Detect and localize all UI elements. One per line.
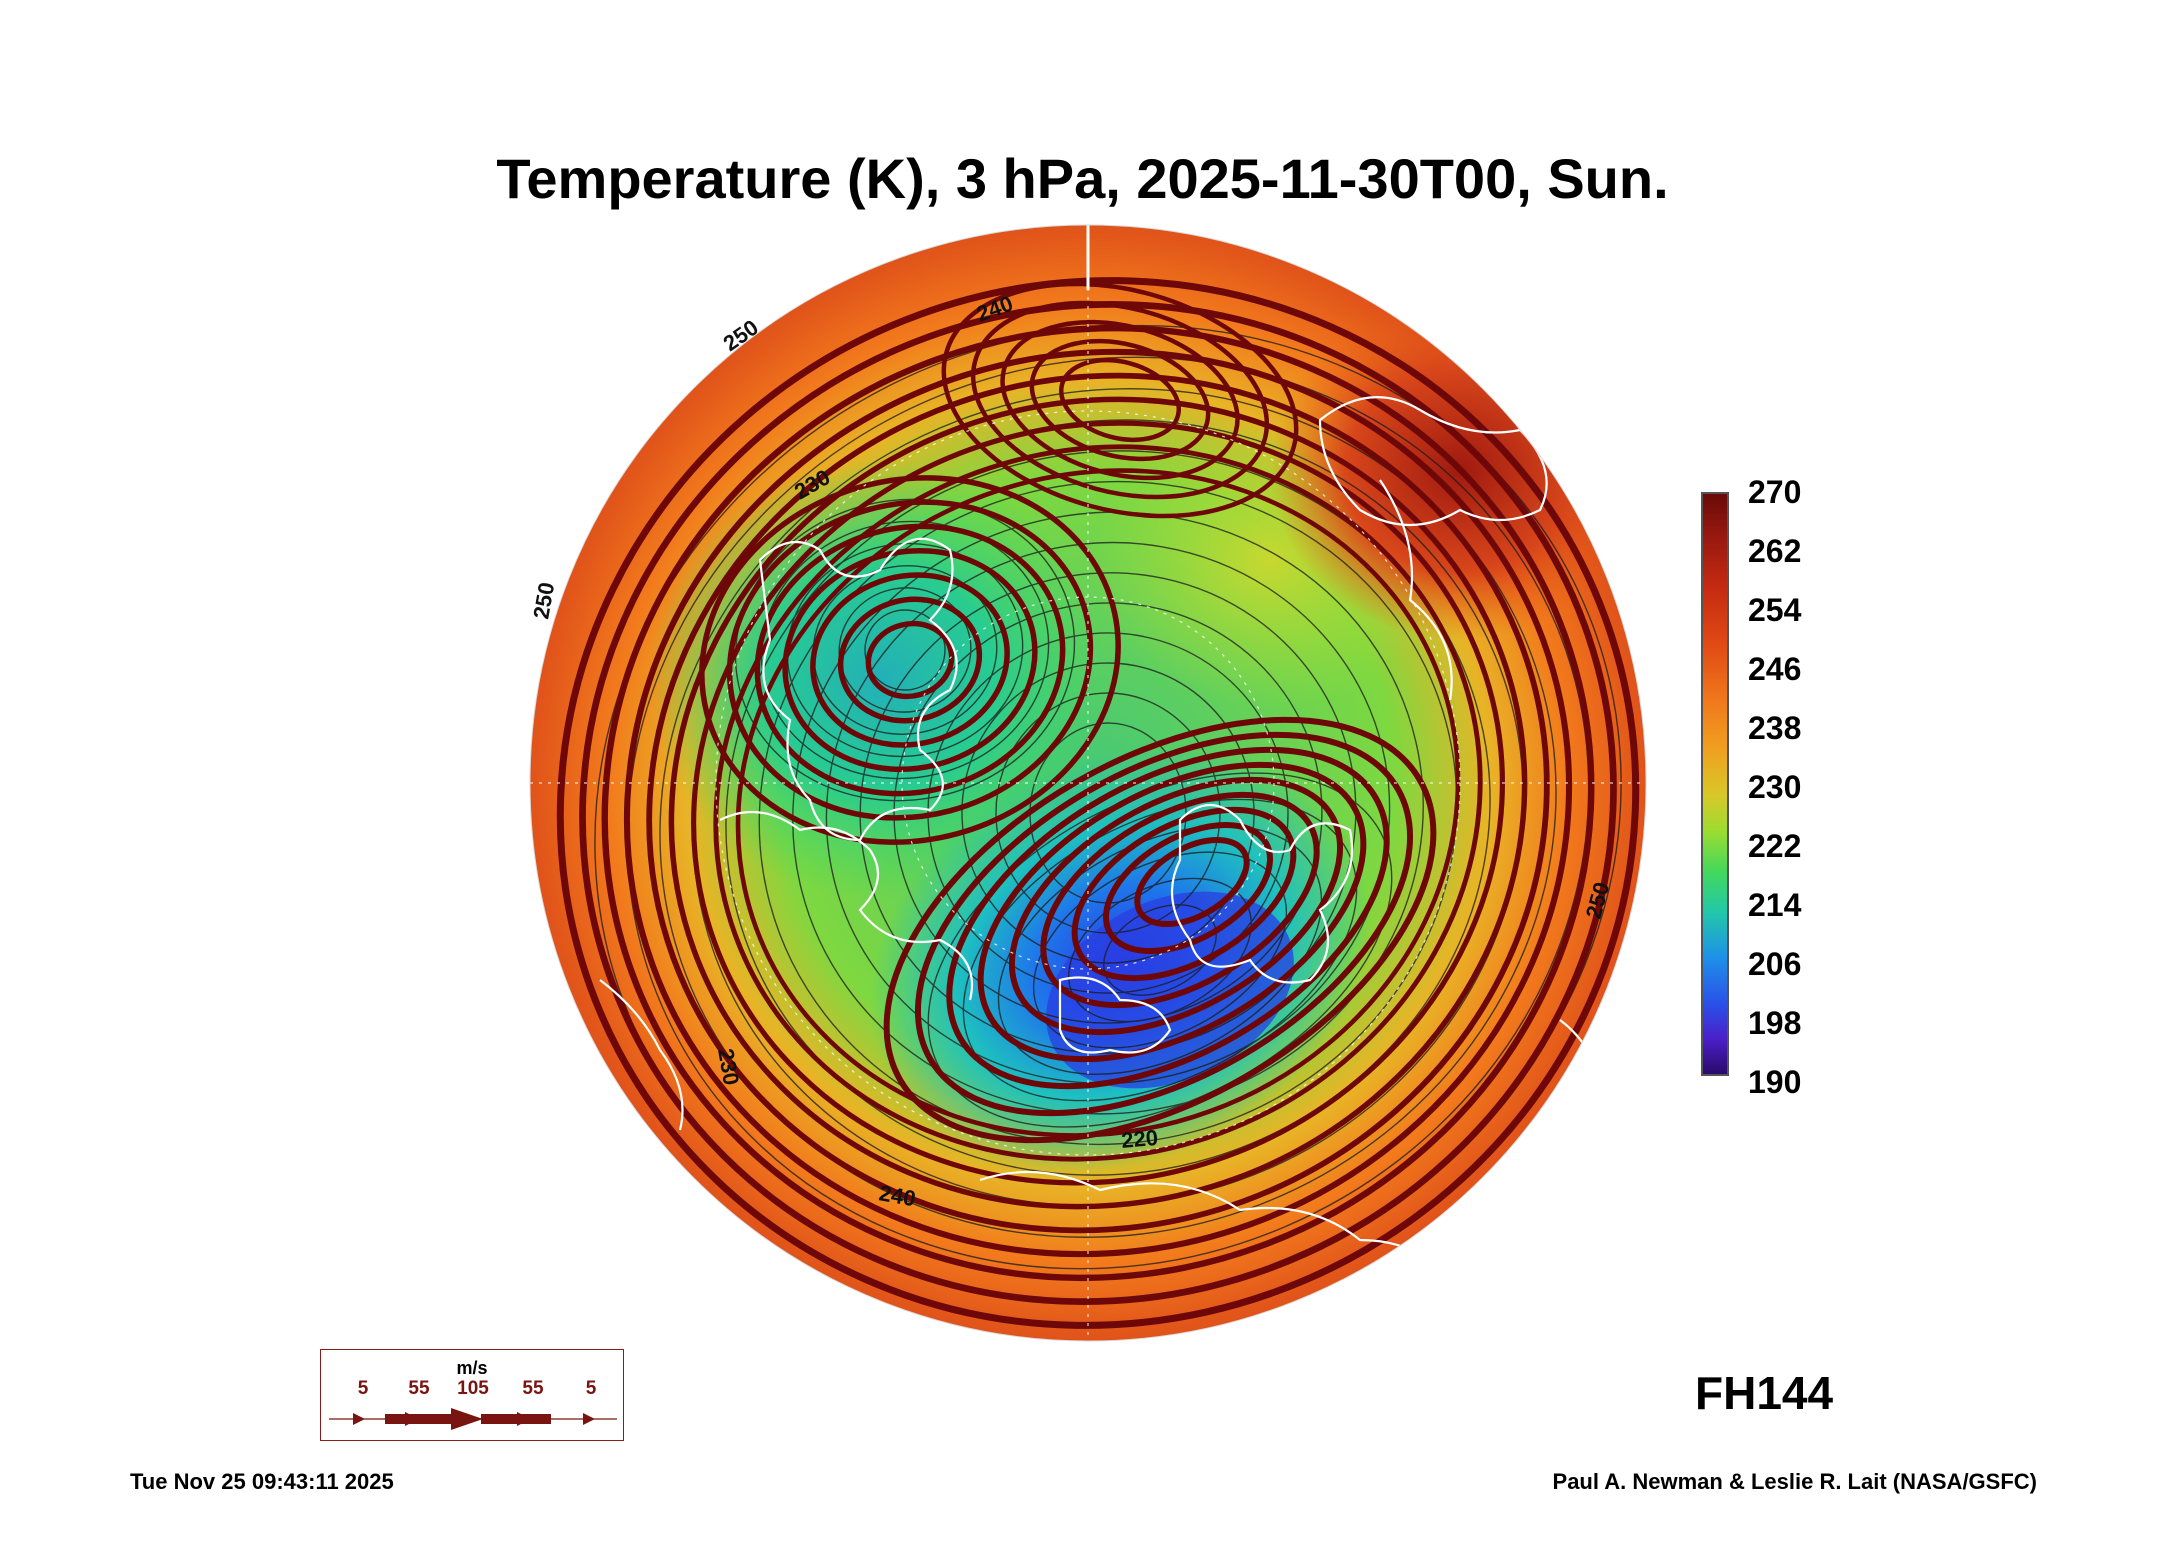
colorbar-label: 222 bbox=[1748, 828, 1802, 864]
colorbar-label: 262 bbox=[1748, 533, 1802, 569]
isotherm-line bbox=[734, 498, 1076, 802]
credit-line: Paul A. Newman & Leslie R. Lait (NASA/GS… bbox=[1552, 1469, 2037, 1494]
colorbar-label: 190 bbox=[1748, 1064, 1802, 1100]
isotherm-line bbox=[792, 511, 1424, 1115]
wind-legend-value: 55 bbox=[408, 1378, 430, 1399]
contour-label: 250 bbox=[528, 580, 559, 621]
anticyclone-streamline bbox=[782, 547, 1038, 773]
upper-cell-streamline bbox=[941, 281, 1299, 519]
upper-cell-streamline bbox=[970, 300, 1270, 500]
upper-cell-streamline bbox=[1029, 338, 1211, 462]
map-border bbox=[529, 224, 1647, 1342]
wind-speed-legend: m/s 5 55 105 55 5 bbox=[320, 1349, 624, 1441]
jet-streamline bbox=[579, 301, 1617, 1305]
colorbar-label: 230 bbox=[1748, 769, 1802, 805]
timestamp: Tue Nov 25 09:43:11 2025 bbox=[130, 1469, 394, 1494]
vortex-streamline bbox=[977, 761, 1367, 1063]
jet-streamline bbox=[735, 468, 1461, 1138]
graticule bbox=[530, 225, 1646, 1341]
vortex-streamline bbox=[1102, 821, 1274, 955]
jet-streamline bbox=[601, 324, 1595, 1282]
contour-label: 220 bbox=[1120, 1125, 1159, 1153]
colorbar-label: 270 bbox=[1748, 474, 1802, 510]
vortex-streamline bbox=[1008, 776, 1344, 1036]
wind-legend-value: 55 bbox=[522, 1378, 544, 1399]
wind-legend-value: 105 bbox=[457, 1378, 489, 1399]
anticyclone-streamline bbox=[837, 596, 983, 724]
anticyclone-streamline bbox=[865, 620, 955, 700]
colorbar-label: 198 bbox=[1748, 1005, 1802, 1041]
vortex-streamline bbox=[1071, 806, 1297, 982]
jet-streamline bbox=[691, 420, 1505, 1186]
anticyclone-streamline bbox=[699, 475, 1121, 845]
wind-streamlines bbox=[556, 277, 1640, 1329]
isotherm-line bbox=[961, 662, 1255, 964]
upper-cell-streamline bbox=[1000, 319, 1240, 481]
jet-streamline bbox=[713, 444, 1483, 1162]
vortex-streamline bbox=[946, 746, 1390, 1090]
wind-legend-value: 5 bbox=[357, 1378, 369, 1399]
chart-title: Temperature (K), 3 hPa, 2025-11-30T00, S… bbox=[496, 147, 1669, 210]
colorbar-label: 238 bbox=[1748, 710, 1802, 746]
vortex-streamline bbox=[1040, 791, 1320, 1009]
jet-streamline bbox=[556, 277, 1640, 1329]
isotherm-line bbox=[725, 450, 1491, 1176]
isotherm-line bbox=[864, 609, 946, 691]
wind-legend-value: 5 bbox=[585, 1378, 597, 1399]
forecast-hour: FH144 bbox=[1695, 1367, 1834, 1419]
anticyclone-streamline bbox=[754, 523, 1066, 797]
colorbar-label: 254 bbox=[1748, 592, 1802, 628]
isotherm-line bbox=[825, 541, 1391, 1085]
isotherm-line bbox=[758, 480, 1458, 1146]
colorbar-label: 214 bbox=[1748, 887, 1802, 923]
colorbar bbox=[1701, 492, 1729, 1076]
upper-cell-streamline bbox=[1058, 357, 1182, 443]
coastlines bbox=[599, 396, 1602, 1271]
vortex-streamline bbox=[883, 716, 1437, 1144]
wind-unit-label: m/s bbox=[456, 1358, 488, 1378]
vortex-streamline bbox=[914, 731, 1414, 1117]
vortex-streamline bbox=[1134, 836, 1250, 928]
anticyclone-streamline bbox=[810, 572, 1010, 748]
colorbar-label: 206 bbox=[1748, 946, 1802, 982]
isotherm-line bbox=[626, 356, 1590, 1270]
wind-legend-arrow bbox=[329, 1408, 617, 1430]
jet-streamline bbox=[668, 396, 1528, 1210]
colorbar-label: 246 bbox=[1748, 651, 1802, 687]
anticyclone-streamline bbox=[726, 499, 1094, 821]
